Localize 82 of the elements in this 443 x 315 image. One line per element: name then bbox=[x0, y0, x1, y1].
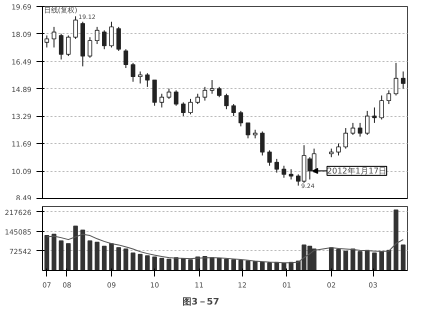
candlestick bbox=[73, 16, 78, 40]
bar bbox=[210, 257, 214, 270]
bar bbox=[94, 242, 100, 270]
candlestick bbox=[274, 158, 279, 174]
candlestick bbox=[130, 62, 136, 82]
bar bbox=[358, 251, 362, 270]
candlestick bbox=[174, 90, 178, 106]
candlestick bbox=[88, 36, 92, 58]
candlestick bbox=[138, 70, 142, 84]
annotation: 2012年1月17日 bbox=[327, 166, 387, 176]
candlestick bbox=[44, 34, 50, 48]
bar bbox=[166, 258, 172, 270]
bar bbox=[159, 258, 164, 270]
bar bbox=[152, 256, 157, 270]
candlestick bbox=[238, 110, 244, 127]
bar bbox=[231, 259, 236, 270]
bar bbox=[102, 246, 107, 270]
candlestick bbox=[181, 102, 186, 117]
candlestick bbox=[166, 88, 172, 100]
bar bbox=[246, 260, 250, 270]
candlestick bbox=[124, 48, 128, 69]
candlestick bbox=[282, 165, 286, 178]
bar bbox=[260, 262, 265, 270]
bar bbox=[267, 262, 272, 270]
candlestick bbox=[102, 30, 107, 50]
candlestick bbox=[210, 80, 214, 94]
candlestick bbox=[400, 70, 406, 90]
bar bbox=[123, 248, 128, 270]
bar bbox=[394, 209, 398, 270]
bar bbox=[109, 243, 114, 270]
candlestick bbox=[160, 93, 164, 108]
line-series bbox=[46, 234, 404, 264]
caption: 图3－57 bbox=[182, 296, 220, 308]
candlestick bbox=[116, 26, 121, 52]
candlestick bbox=[109, 21, 114, 48]
bar bbox=[80, 230, 86, 270]
bar bbox=[372, 252, 377, 270]
candlestick bbox=[372, 106, 377, 124]
bar bbox=[400, 244, 406, 270]
bar bbox=[350, 248, 356, 270]
bar bbox=[52, 234, 56, 270]
candlestick bbox=[358, 122, 362, 138]
candlestick bbox=[267, 150, 272, 166]
candlestick bbox=[52, 26, 56, 48]
candlestick bbox=[231, 104, 236, 117]
candlestick bbox=[394, 62, 398, 96]
bar bbox=[145, 255, 150, 270]
candlestick bbox=[260, 130, 265, 156]
candlestick bbox=[152, 80, 157, 106]
bar bbox=[66, 243, 71, 270]
candlestick bbox=[94, 26, 100, 45]
bar bbox=[188, 259, 193, 270]
candlestick bbox=[145, 72, 150, 88]
bar bbox=[312, 248, 316, 270]
bar bbox=[116, 247, 122, 270]
candlestick bbox=[188, 98, 193, 115]
candlestick bbox=[288, 168, 294, 180]
candlestick bbox=[386, 90, 392, 105]
candlestick bbox=[364, 110, 370, 136]
bar bbox=[138, 254, 143, 270]
candlestick bbox=[195, 93, 200, 105]
bar bbox=[44, 235, 50, 270]
bar bbox=[343, 250, 348, 270]
bar bbox=[282, 262, 286, 270]
bar bbox=[224, 258, 229, 270]
candlestick bbox=[224, 93, 229, 110]
bar bbox=[336, 249, 341, 270]
candlestick bbox=[58, 33, 64, 60]
candlestick bbox=[66, 34, 71, 57]
candlestick bbox=[379, 94, 384, 120]
bar bbox=[202, 256, 208, 270]
candlestick bbox=[202, 86, 208, 102]
bar bbox=[88, 240, 92, 270]
candlestick bbox=[343, 128, 348, 150]
candlestick bbox=[216, 86, 222, 98]
candlestick bbox=[246, 122, 250, 139]
candlestick bbox=[336, 142, 341, 156]
candlestick bbox=[350, 122, 356, 136]
bar bbox=[58, 240, 64, 270]
bar bbox=[130, 252, 136, 270]
bar bbox=[379, 251, 384, 270]
bar bbox=[73, 226, 78, 270]
